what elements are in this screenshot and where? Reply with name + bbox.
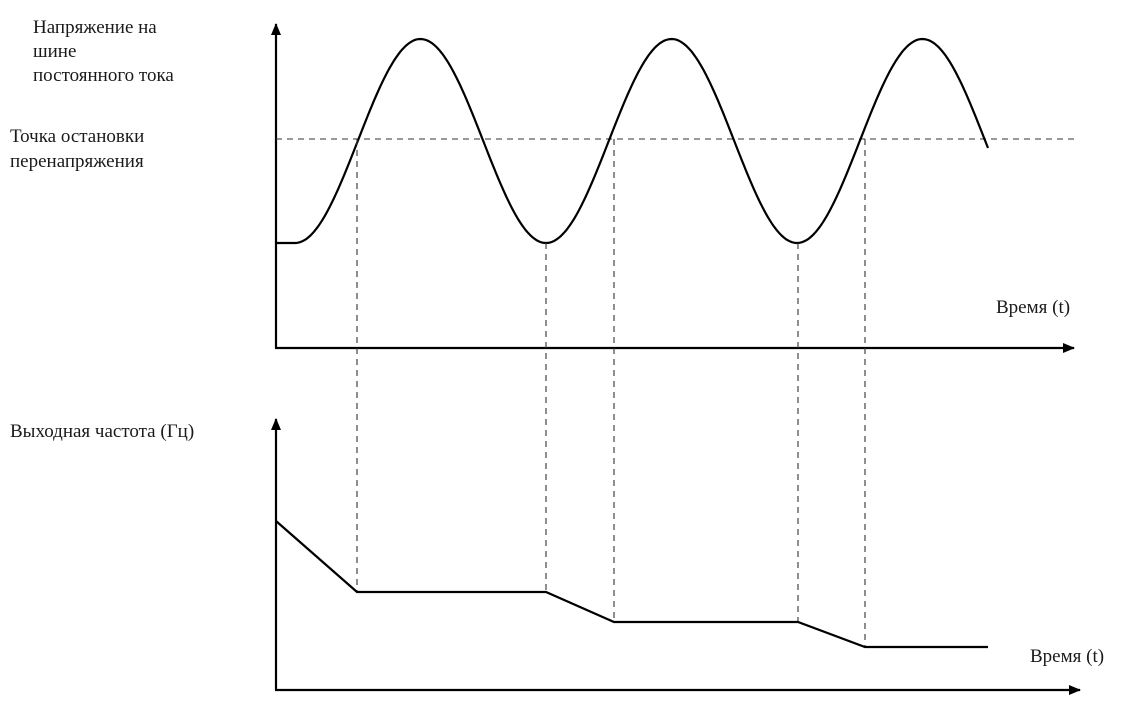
top-x-axis-label: Время (t) xyxy=(996,297,1070,318)
threshold-label-line-2: перенапряжения xyxy=(10,151,144,172)
top-y-axis-label-line-1: Напряжение на xyxy=(33,17,157,38)
dc-bus-voltage-curve xyxy=(276,37,990,245)
output-frequency-curve xyxy=(275,520,988,649)
bottom-x-axis-label: Время (t) xyxy=(1030,646,1104,667)
top-y-axis-label-line-3: постоянного тока xyxy=(33,65,174,86)
bottom-y-axis-label: Выходная частота (Гц) xyxy=(10,421,194,442)
threshold-label-line-1: Точка остановки xyxy=(10,126,144,147)
top-y-axis-label-line-2: шине xyxy=(33,41,76,62)
